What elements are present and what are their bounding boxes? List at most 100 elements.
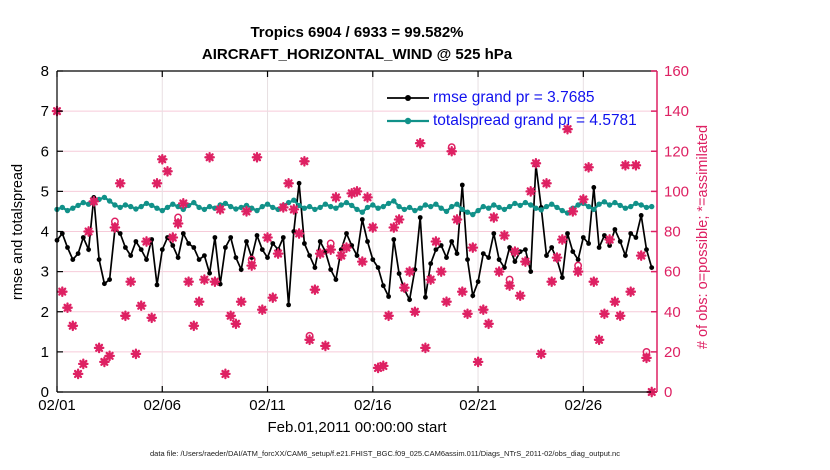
obs-assimilated-marker: [535, 348, 547, 360]
obs-assimilated-marker: [104, 350, 115, 362]
svg-text:1: 1: [41, 344, 49, 361]
obs-assimilated-marker: [483, 318, 494, 330]
obs-assimilated-marker: [262, 232, 273, 243]
obs-assimilated-marker: [393, 214, 405, 225]
obs-assimilated-marker: [388, 222, 400, 233]
obs-assimilated-marker: [120, 310, 131, 322]
obs-assimilated-marker: [304, 334, 315, 346]
svg-text:4: 4: [41, 224, 49, 241]
obs-assimilated-marker: [183, 276, 194, 288]
obs-assimilated-marker: [99, 356, 110, 368]
obs-assimilated-marker: [599, 308, 610, 320]
obs-assimilated-marker: [199, 274, 210, 285]
obs-assimilated-marker: [446, 145, 458, 157]
obs-assimilated-marker: [320, 340, 331, 352]
svg-text:0: 0: [41, 384, 49, 401]
obs-assimilated-marker: [62, 302, 73, 314]
obs-assimilated-marker: [156, 153, 168, 165]
obs-assimilated-marker: [341, 242, 352, 253]
obs-assimilated-marker: [572, 266, 584, 277]
svg-text:02/01: 02/01: [38, 397, 76, 414]
obs-assimilated-marker: [146, 312, 158, 324]
obs-assimilated-marker: [630, 159, 642, 171]
obs-assimilated-marker: [546, 276, 558, 288]
svg-text:02/16: 02/16: [354, 397, 392, 414]
svg-text:3: 3: [41, 264, 49, 281]
obs-assimilated-marker: [362, 192, 373, 203]
left-axis-label: rmse and totalspread: [10, 163, 26, 301]
obs-assimilated-marker: [567, 206, 579, 217]
obs-assimilated-marker: [77, 358, 89, 370]
legend: rmse grand pr = 3.7685 totalspread grand…: [386, 86, 637, 132]
obs-assimilated-marker: [309, 284, 321, 296]
svg-text:02/11: 02/11: [249, 397, 285, 414]
obs-assimilated-marker: [635, 250, 647, 261]
obs-assimilated-marker: [246, 260, 258, 271]
svg-text:02/26: 02/26: [565, 397, 603, 414]
svg-text:60: 60: [664, 264, 681, 281]
svg-text:8: 8: [41, 63, 49, 80]
rmse-series: [54, 162, 655, 308]
obs-assimilated-marker: [488, 212, 500, 223]
obs-assimilated-marker: [204, 151, 215, 163]
svg-text:0: 0: [664, 384, 672, 401]
obs-assimilated-marker: [420, 342, 431, 354]
chart-title-line2: AIRCRAFT_HORIZONTAL_WIND @ 525 hPa: [201, 46, 513, 63]
obs-assimilated-marker: [562, 123, 573, 135]
obs-assimilated-marker: [514, 290, 526, 302]
obs-assimilated-marker: [209, 276, 221, 288]
obs-assimilated-marker: [151, 178, 163, 189]
svg-text:120: 120: [664, 143, 689, 160]
svg-text:5: 5: [41, 183, 49, 200]
obs-assimilated-marker: [435, 266, 447, 277]
obs-assimilated-marker: [614, 310, 626, 322]
svg-text:20: 20: [664, 344, 681, 361]
obs-assimilated-marker: [162, 165, 173, 177]
obs-assimilated-marker: [109, 222, 121, 233]
data-file-path: data file: /Users/raeder/DAI/ATM_forcXX/…: [150, 449, 620, 458]
obs-assimilated-marker: [193, 296, 205, 308]
svg-text:02/06: 02/06: [143, 397, 181, 414]
obs-assimilated-marker: [556, 234, 568, 245]
obs-assimilated-marker: [383, 310, 394, 322]
obs-assimilated-marker: [225, 310, 237, 322]
obs-assimilated-marker: [604, 234, 615, 245]
obs-assimilated-marker: [456, 286, 468, 298]
obs-assimilated-marker: [325, 244, 337, 255]
obs-assimilated-marker: [67, 320, 79, 332]
obs-assimilated-marker: [220, 368, 231, 380]
obs-assimilated-marker: [367, 222, 379, 233]
obs-assimilated-marker: [641, 352, 652, 364]
obs-assimilated-marker: [88, 196, 100, 207]
obs-assimilated-marker: [141, 236, 152, 247]
obs-assimilated-marker: [256, 304, 268, 316]
obs-assimilated-marker: [583, 161, 594, 173]
obs-assimilated-marker: [335, 250, 347, 261]
obs-assimilated-marker: [625, 286, 637, 298]
obs-assimilated-marker: [399, 282, 410, 294]
obs-assimilated-marker: [114, 178, 126, 189]
obs-assimilated-marker: [214, 204, 226, 215]
obs-count-scatter: [51, 105, 658, 398]
legend-totalspread-line-sample: [387, 117, 429, 124]
obs-assimilated-marker: [620, 159, 631, 171]
obs-assimilated-marker: [493, 266, 505, 277]
svg-text:40: 40: [664, 304, 681, 321]
legend-row-rmse: rmse grand pr = 3.7685: [386, 86, 637, 109]
obs-assimilated-marker: [346, 188, 358, 199]
obs-assimilated-marker: [467, 242, 479, 253]
x-axis-label: Feb.01,2011 00:00:00 start: [267, 419, 447, 436]
chart-title-line1: Tropics 6904 / 6933 = 99.582%: [250, 24, 464, 41]
obs-assimilated-marker: [72, 368, 84, 380]
obs-assimilated-marker: [409, 306, 421, 318]
obs-assimilated-marker: [404, 266, 415, 277]
obs-assimilated-marker: [551, 252, 563, 263]
obs-assimilated-marker: [451, 214, 463, 225]
right-axis-label: # of obs: o=possible; *=assimilated: [695, 124, 711, 350]
legend-label-rmse: rmse grand pr = 3.7685: [433, 88, 595, 106]
svg-text:2: 2: [41, 304, 49, 321]
obs-assimilated-marker: [241, 206, 252, 217]
